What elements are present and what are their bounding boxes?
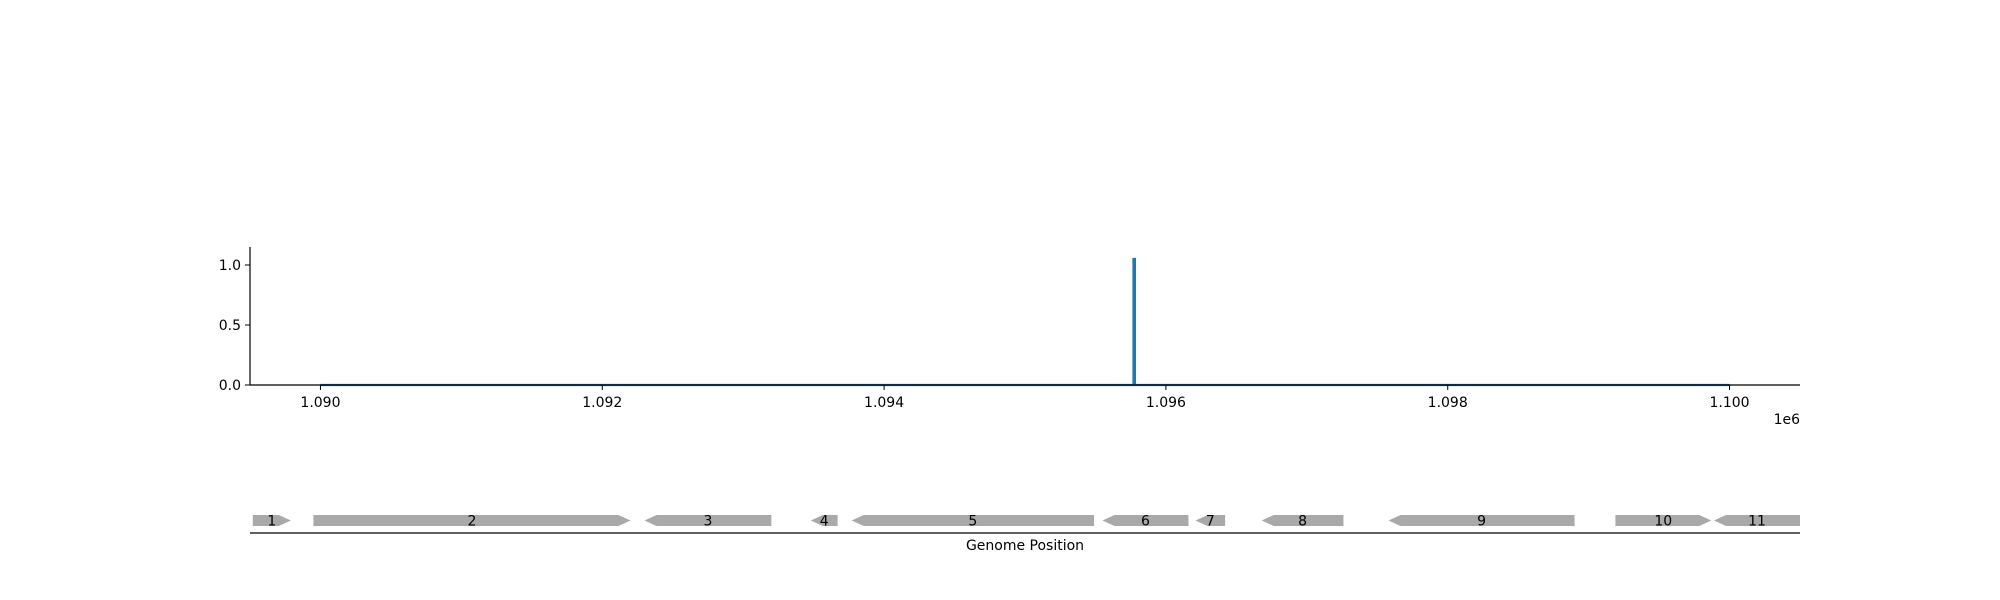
- gene-feature: [313, 515, 631, 526]
- y-tick-label: 1.0: [219, 258, 241, 274]
- gene-label: 8: [1298, 514, 1307, 530]
- gene-feature: [1714, 515, 1800, 526]
- gene-label: 9: [1477, 514, 1486, 530]
- y-tick-label: 0.0: [219, 378, 241, 394]
- x-ticks: 1.090 1.092 1.094 1.096 1.098 1.100: [300, 385, 1750, 411]
- gene-feature: [851, 515, 1095, 526]
- gene-feature: [810, 515, 838, 526]
- gene-label: 6: [1141, 514, 1150, 530]
- gene-feature: [1261, 515, 1344, 526]
- gene-label: 10: [1654, 514, 1672, 530]
- gene-label: 11: [1748, 514, 1766, 530]
- coverage-series-layer: [320, 257, 1730, 387]
- y-tick-label: 0.5: [219, 318, 241, 334]
- genes-layer: 1 2 3 4 5 6 7 8 9 10 11: [252, 514, 1800, 530]
- gene-feature: [252, 515, 291, 526]
- gene-feature: [1615, 515, 1712, 526]
- gene-label: 2: [467, 514, 476, 530]
- coverage-line: [320, 257, 1730, 387]
- gene-label: 7: [1206, 514, 1215, 530]
- gene-label: 4: [820, 514, 829, 530]
- x-axis-offset-label: 1e6: [1774, 412, 1801, 428]
- gene-feature: [1102, 515, 1189, 526]
- gene-label: 1: [267, 514, 276, 530]
- x-tick-label: 1.100: [1709, 395, 1749, 411]
- x-tick-label: 1.094: [864, 395, 904, 411]
- coverage-plot: 1.090 1.092 1.094 1.096 1.098 1.100 0.0 0.5 1.0…: [219, 247, 1800, 428]
- x-tick-label: 1.098: [1428, 395, 1468, 411]
- gene-feature: [644, 515, 772, 526]
- x-axis-title: Genome Position: [966, 538, 1084, 554]
- gene-feature: [1195, 515, 1226, 526]
- x-tick-label: 1.092: [582, 395, 622, 411]
- y-ticks: 0.0 0.5 1.0: [219, 258, 250, 394]
- gene-feature: [1388, 515, 1575, 526]
- x-tick-label: 1.090: [300, 395, 340, 411]
- gene-label: 5: [968, 514, 977, 530]
- gene-label: 3: [703, 514, 712, 530]
- gene-track: 1 2 3 4 5 6 7 8 9 10 11 Genome Position: [250, 514, 1800, 554]
- x-tick-label: 1.096: [1146, 395, 1186, 411]
